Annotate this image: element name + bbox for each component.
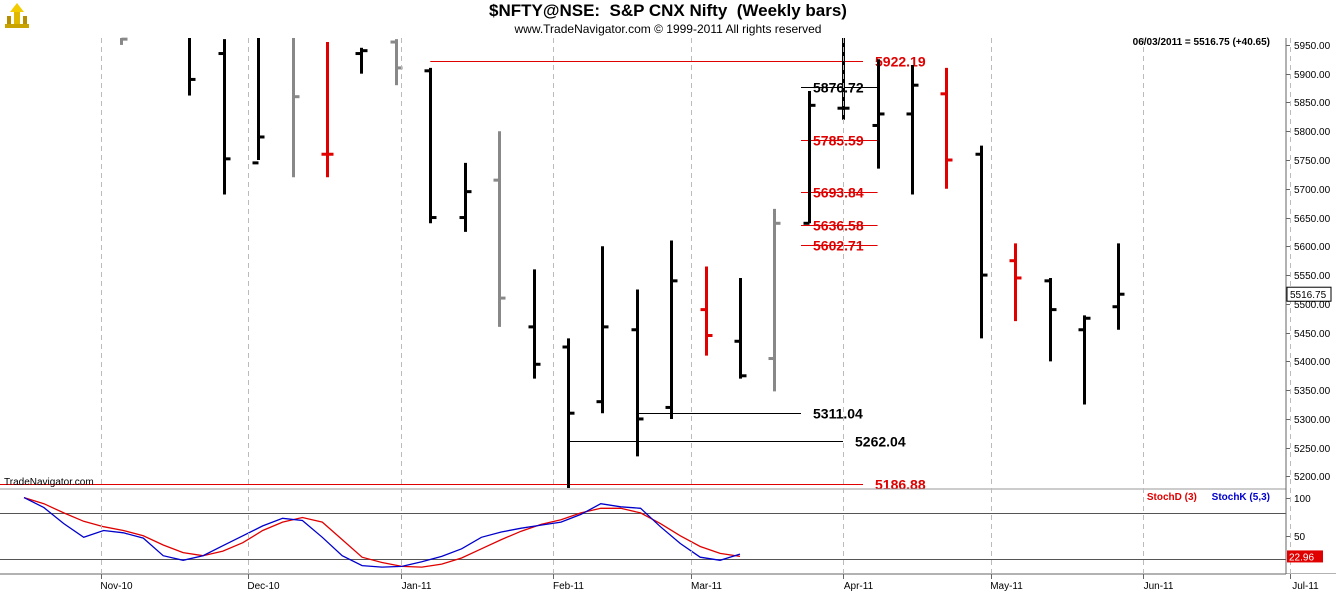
level-label: 5876.72 — [813, 80, 864, 96]
watermark: TradeNavigator.com — [4, 477, 94, 488]
level-label: 5785.59 — [813, 133, 864, 149]
stoch-y-tick-label: 100 — [1294, 494, 1311, 505]
trade-navigator-logo-icon — [5, 3, 29, 28]
legend-stochk: StochK (5,3) — [1211, 492, 1270, 503]
y-tick-label: 5900.00 — [1294, 70, 1331, 81]
last-price-label: 5516.75 — [1290, 290, 1327, 301]
y-tick-label: 5550.00 — [1294, 271, 1331, 282]
ohlc-bar — [528, 269, 541, 379]
chart-subtitle: www.TradeNavigator.com © 1999-2011 All r… — [514, 22, 822, 36]
y-tick-label: 5850.00 — [1294, 98, 1331, 109]
ohlc-bar — [631, 289, 644, 457]
stoch-last-box — [1287, 550, 1323, 563]
level-label: 5186.88 — [875, 477, 926, 493]
x-tick-label: Nov-10 — [100, 581, 133, 592]
ohlc-bar — [665, 240, 678, 419]
ohlc-bar — [768, 208, 781, 392]
ohlc-bar — [1112, 243, 1125, 330]
ohlc-bar — [803, 90, 816, 225]
ohlc-bar — [700, 266, 713, 356]
last-price-info: 06/03/2011 = 5516.75 (+40.65) — [1132, 37, 1270, 48]
axes: Nov-10 Dec-10 Jan-11 Feb-11 Mar-11 Apr-11 May-… — [0, 38, 1336, 594]
last-price-box — [1286, 286, 1332, 302]
ohlc-bar — [1044, 277, 1057, 362]
ohlc-bar — [252, 38, 265, 165]
ohlc-bar — [906, 65, 919, 195]
legend-stochd: StochD (3) — [1146, 492, 1197, 503]
stoch-last-label: 22.96 — [1289, 552, 1314, 563]
ohlc-bar — [734, 277, 747, 379]
ohlc-bar — [562, 338, 575, 488]
ohlc-bar — [292, 38, 300, 178]
ohlc-bar — [390, 39, 403, 86]
ohlc-bar — [355, 47, 368, 74]
x-tick-label: Apr-11 — [844, 581, 874, 592]
ohlc-bar — [120, 37, 128, 45]
stoch-series-line — [23, 497, 741, 568]
x-tick-label: Feb-11 — [553, 581, 584, 592]
ohlc-bar — [872, 59, 885, 169]
ohlc-bar — [1009, 243, 1022, 322]
ohlc-bar — [975, 145, 988, 339]
y-tick-label: 5400.00 — [1294, 357, 1331, 368]
y-tick-label: 5950.00 — [1294, 41, 1331, 52]
stochastic-panel — [0, 496, 1286, 568]
ohlc-bar — [596, 246, 609, 414]
level-label: 5311.04 — [813, 406, 863, 422]
stochastic-legend: StochD (3) StochK (5,3) — [1147, 492, 1270, 503]
ohlc-bar — [493, 131, 506, 327]
level-label: 5693.84 — [813, 185, 864, 201]
ohlc-bar — [321, 42, 334, 178]
x-tick-label: Jan-11 — [402, 581, 432, 592]
y-tick-label: 5800.00 — [1294, 127, 1331, 138]
x-tick-label: Jul-11 — [1292, 581, 1319, 592]
ohlc-bar — [1078, 315, 1091, 405]
y-tick-label: 5700.00 — [1294, 185, 1331, 196]
y-tick-label: 5250.00 — [1294, 444, 1331, 455]
y-tick-label: 5600.00 — [1294, 242, 1331, 253]
price-panel: 5922.19 5876.72 5785.59 5693.84 5636.58 5602.… — [0, 37, 1125, 493]
y-tick-label: 5650.00 — [1294, 214, 1331, 225]
x-tick-label: Dec-10 — [247, 581, 280, 592]
x-tick-label: Jun-11 — [1144, 581, 1174, 592]
chart-title: $NFTY@NSE: S&P CNX Nifty (Weekly bars) — [489, 1, 847, 20]
axis-corner — [1286, 574, 1336, 594]
level-label: 5636.58 — [813, 218, 864, 234]
ohlc-bar — [188, 38, 196, 96]
ohlc-bar — [424, 67, 437, 224]
ohlc-bar — [459, 162, 472, 232]
stoch-y-tick-label: 50 — [1294, 532, 1306, 543]
ohlc-bar — [940, 67, 953, 189]
y-tick-label: 5350.00 — [1294, 386, 1331, 397]
level-label: 5602.71 — [813, 238, 864, 254]
y-tick-label: 5200.00 — [1294, 472, 1331, 483]
x-tick-label: Mar-11 — [691, 581, 722, 592]
x-tick-label: May-11 — [990, 581, 1023, 592]
level-label: 5922.19 — [875, 54, 926, 70]
y-tick-label: 5500.00 — [1294, 300, 1331, 311]
ohlc-bar — [218, 39, 231, 195]
y-tick-label: 5450.00 — [1294, 329, 1331, 340]
y-tick-label: 5750.00 — [1294, 156, 1331, 167]
level-label: 5262.04 — [855, 434, 906, 450]
stoch-series-line — [23, 496, 741, 568]
y-tick-label: 5300.00 — [1294, 415, 1331, 426]
